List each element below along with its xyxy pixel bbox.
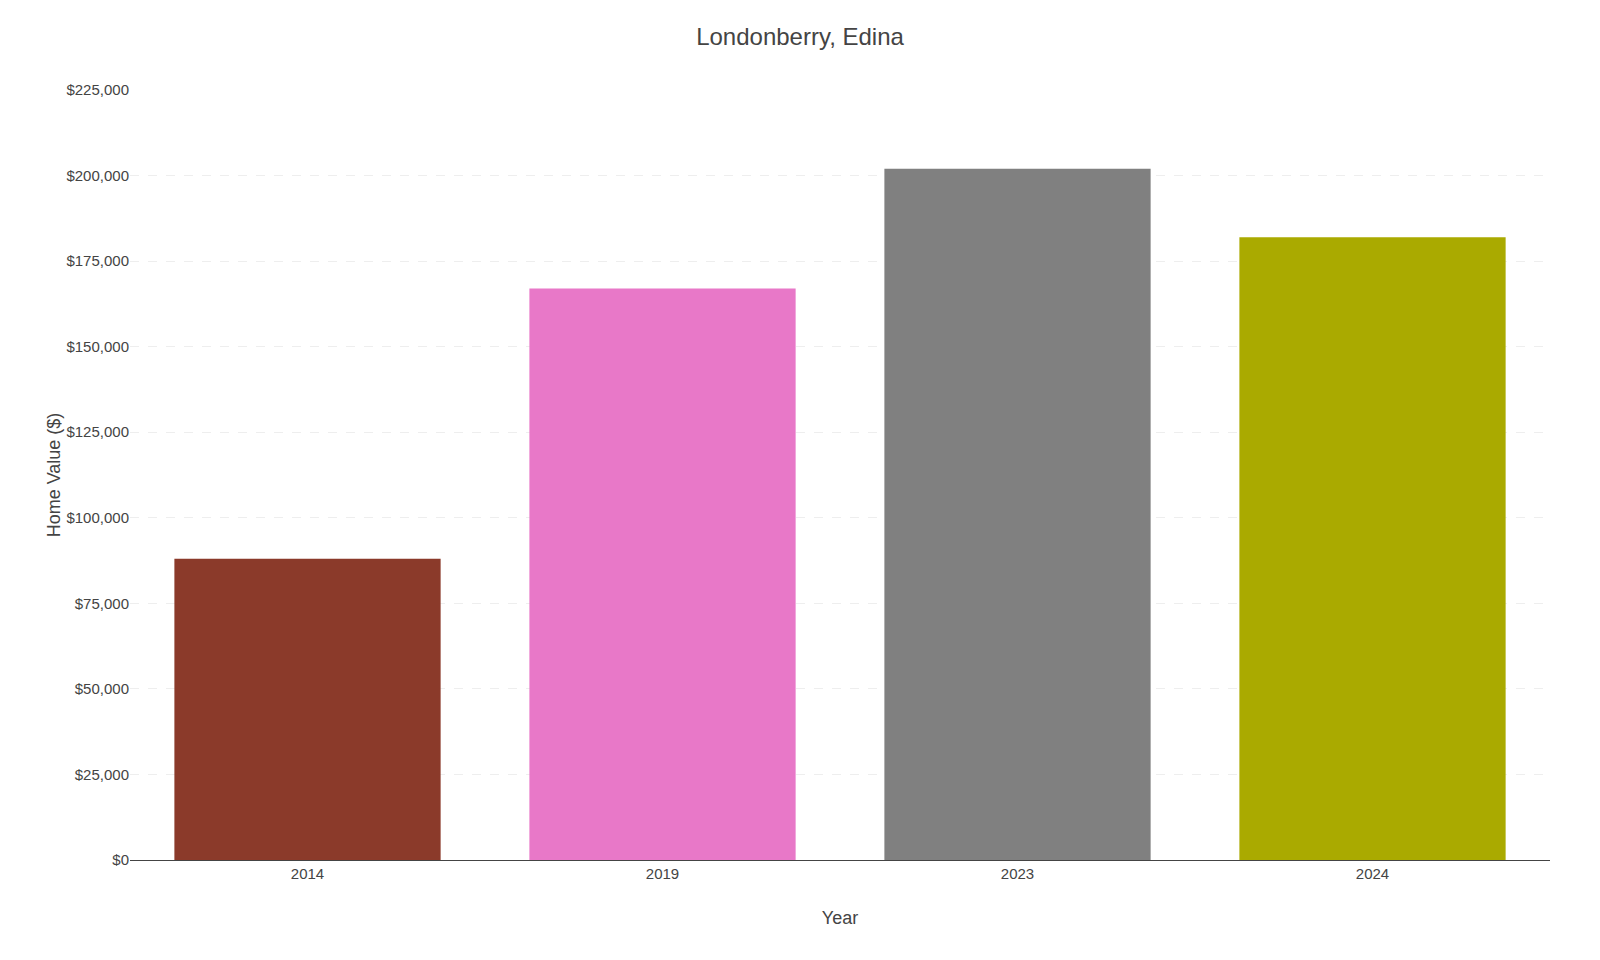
svg-text:$225,000: $225,000 bbox=[66, 81, 129, 98]
svg-text:Londonberry, Edina: Londonberry, Edina bbox=[696, 23, 904, 50]
svg-text:$150,000: $150,000 bbox=[66, 338, 129, 355]
svg-text:2024: 2024 bbox=[1356, 865, 1389, 882]
svg-text:$175,000: $175,000 bbox=[66, 252, 129, 269]
svg-text:2023: 2023 bbox=[1001, 865, 1034, 882]
svg-text:$100,000: $100,000 bbox=[66, 509, 129, 526]
svg-text:$200,000: $200,000 bbox=[66, 167, 129, 184]
svg-text:2019: 2019 bbox=[646, 865, 679, 882]
svg-text:$50,000: $50,000 bbox=[75, 680, 129, 697]
svg-text:$125,000: $125,000 bbox=[66, 423, 129, 440]
svg-text:$0: $0 bbox=[112, 851, 129, 868]
svg-text:Home Value ($): Home Value ($) bbox=[44, 413, 64, 538]
svg-text:Year: Year bbox=[822, 908, 858, 928]
svg-text:$75,000: $75,000 bbox=[75, 595, 129, 612]
svg-text:2014: 2014 bbox=[291, 865, 324, 882]
svg-text:$25,000: $25,000 bbox=[75, 766, 129, 783]
